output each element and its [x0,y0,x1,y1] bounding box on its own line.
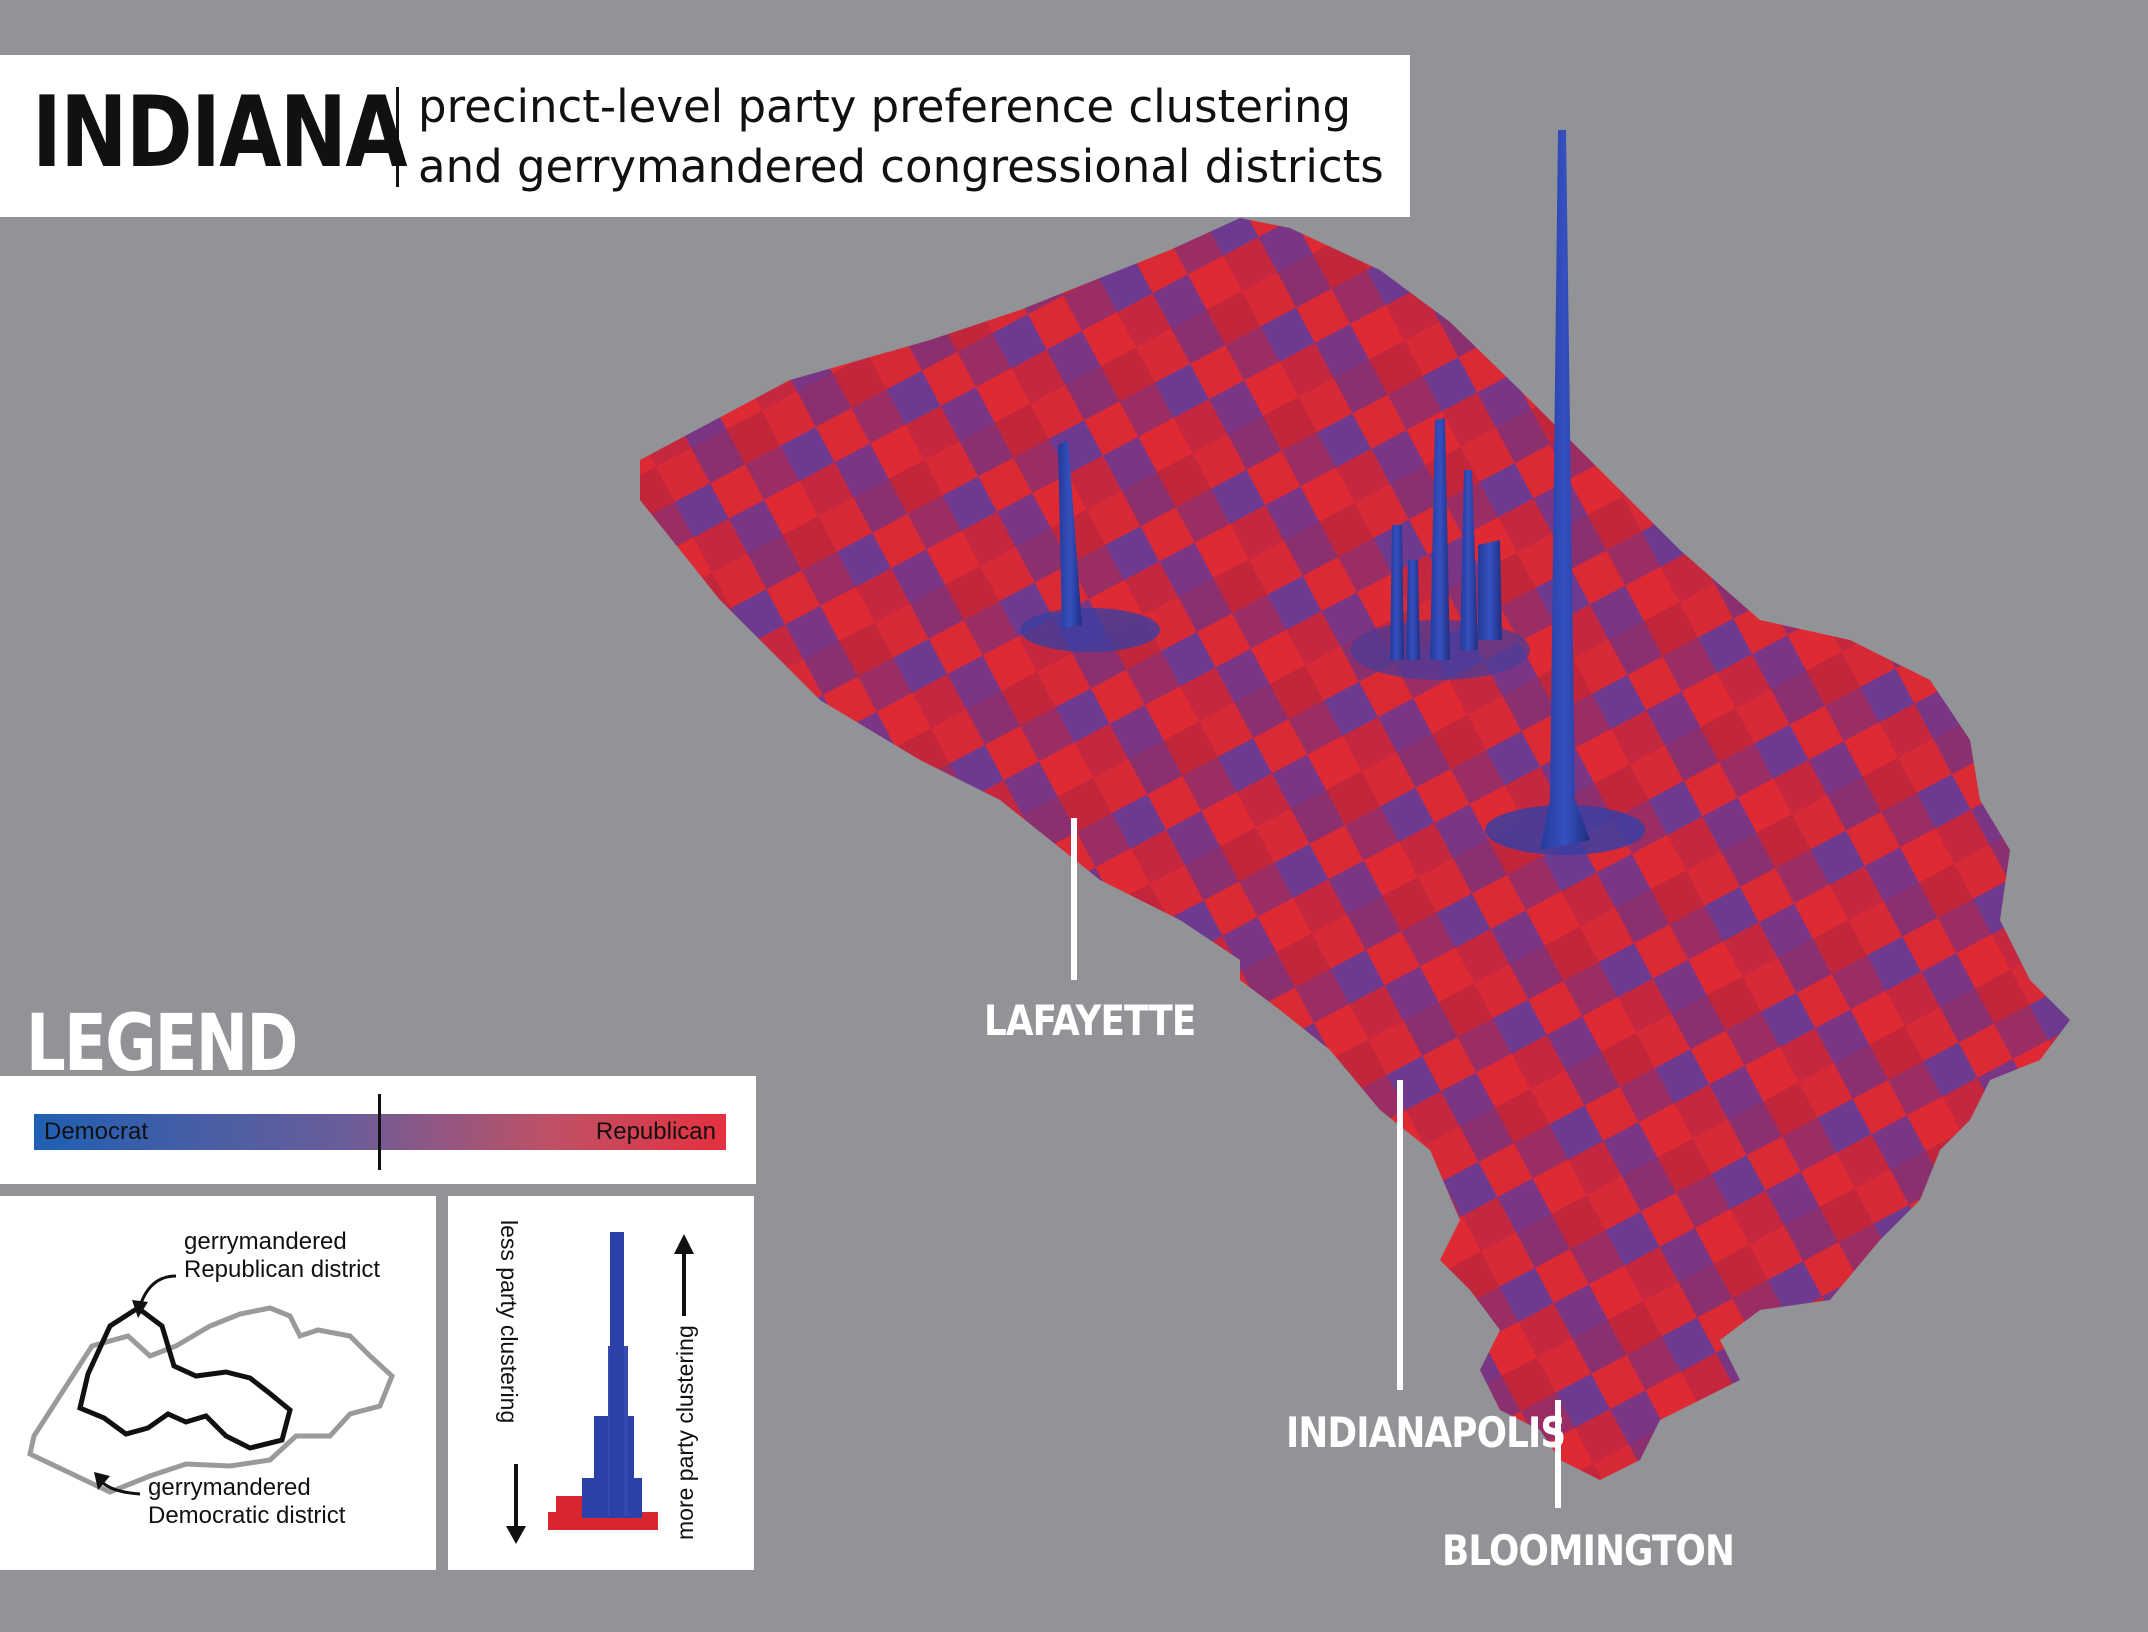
curved-arrow-icon [138,1274,177,1307]
legend-district-diagram: gerrymandered Republican district gerrym… [0,1196,436,1570]
indiana-surface [640,218,2070,1480]
city-label-lafayette: LAFAYETTE [984,996,1196,1045]
indianapolis-spire [1540,130,1590,850]
republican-label: Republican [595,1118,716,1145]
title-divider [396,87,399,187]
party-gradient-bar: Democrat Republican [34,1094,726,1170]
legend-clustering-diagram: less party clustering more party cluster… [448,1196,754,1570]
down-arrow-icon [506,1526,526,1544]
bloomington-leader-line [1555,1400,1561,1508]
city-label-bloomington: BLOOMINGTON [1442,1526,1735,1575]
indianapolis-cluster-spires [1390,418,1502,660]
subtitle-line-2: and gerrymandered congressional district… [418,140,1384,193]
republican-district-outline [77,1304,293,1451]
city-label-indianapolis: INDIANAPOLIS [1286,1408,1566,1457]
lafayette-cluster-base [1020,608,1160,652]
page-title: INDIANA [32,76,408,190]
less-clustering-label: less party clustering [496,1220,522,1424]
page-subtitle: precinct-level party preference clusteri… [418,77,1384,197]
indianapolis-leader-line [1397,1080,1403,1390]
title-box: INDIANA precinct-level party preference … [0,55,1410,217]
blue-cluster-bar-4 [610,1232,624,1516]
democrat-label: Democrat [44,1118,149,1145]
legend-title: LEGEND [26,999,298,1089]
arrowhead-icon-2 [94,1472,110,1490]
lafayette-leader-line [1071,818,1077,980]
legend-color-scale: Democrat Republican [0,1076,756,1184]
gradient-midpoint-marker [378,1094,381,1170]
democratic-district-outline [27,1305,395,1495]
clustering-bar-diagram [506,1232,694,1544]
district-outline-diagram [27,1274,395,1496]
up-arrow-icon [674,1234,694,1254]
lafayette-spire [1058,440,1082,628]
more-clustering-label: more party clustering [672,1325,698,1540]
subtitle-line-1: precinct-level party preference clusteri… [418,80,1352,133]
republican-district-label: gerrymandered Republican district [184,1228,381,1283]
democratic-district-label: gerrymandered Democratic district [148,1474,346,1529]
